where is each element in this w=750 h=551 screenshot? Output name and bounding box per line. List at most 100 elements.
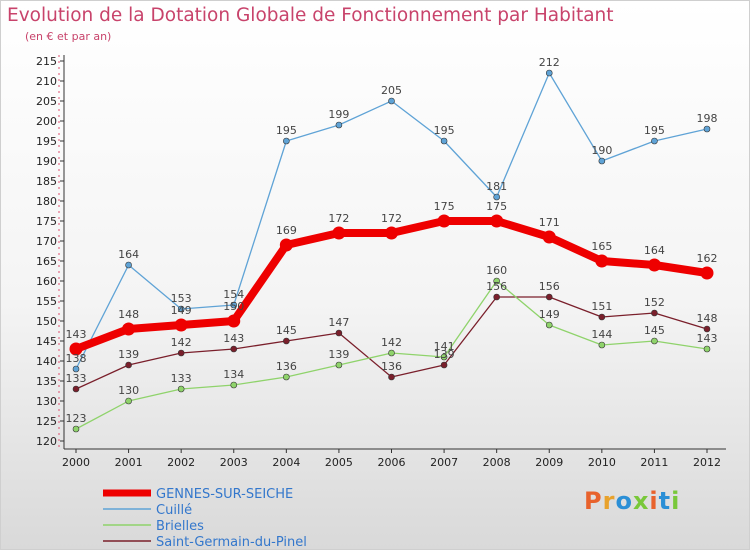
x-tick-label: 2007 xyxy=(430,456,458,469)
y-tick-label: 130 xyxy=(36,395,57,408)
data-label: 169 xyxy=(276,224,297,237)
logo-letter: r xyxy=(602,487,616,515)
data-point xyxy=(335,121,343,129)
data-label: 164 xyxy=(644,244,665,257)
y-tick-label: 200 xyxy=(36,115,57,128)
x-tick-label: 2006 xyxy=(378,456,406,469)
y-tick-label: 140 xyxy=(36,355,57,368)
data-label: 130 xyxy=(118,384,139,397)
data-label: 175 xyxy=(486,200,507,213)
data-label: 165 xyxy=(591,240,612,253)
data-label: 152 xyxy=(644,296,665,309)
y-tick-label: 125 xyxy=(36,415,57,428)
data-label: 162 xyxy=(697,252,718,265)
x-tick-label: 2012 xyxy=(693,456,721,469)
data-point xyxy=(279,238,293,252)
data-point xyxy=(545,293,553,301)
data-label: 205 xyxy=(381,84,402,97)
logo-letter: i xyxy=(649,487,659,515)
series-brielles xyxy=(72,277,711,433)
data-point xyxy=(493,277,500,285)
data-point xyxy=(440,361,448,369)
data-point xyxy=(230,301,238,309)
y-tick-label: 165 xyxy=(36,255,57,268)
y-tick-label: 145 xyxy=(36,335,57,348)
data-label: 198 xyxy=(697,112,718,125)
logo-letter: i xyxy=(671,487,681,515)
data-label: 149 xyxy=(539,308,560,321)
data-label: 139 xyxy=(328,348,349,361)
data-point xyxy=(493,193,500,201)
data-label: 149 xyxy=(171,304,192,317)
data-label: 123 xyxy=(66,412,87,425)
data-point xyxy=(545,69,553,77)
y-tick-label: 175 xyxy=(36,215,57,228)
y-tick-label: 195 xyxy=(36,135,57,148)
data-point xyxy=(595,254,609,268)
y-tick-label: 135 xyxy=(36,375,57,388)
legend-label: GENNES-SUR-SEICHE xyxy=(156,487,293,502)
data-point xyxy=(545,321,553,329)
data-label: 143 xyxy=(66,328,87,341)
data-point xyxy=(385,226,398,240)
data-point xyxy=(125,397,132,405)
data-label: 195 xyxy=(276,124,297,137)
data-point xyxy=(598,341,606,349)
data-label: 138 xyxy=(66,352,87,365)
data-label: 212 xyxy=(539,56,560,69)
data-label: 148 xyxy=(118,308,139,321)
series-line xyxy=(72,217,711,353)
x-tick-label: 2003 xyxy=(220,456,248,469)
data-label: 156 xyxy=(486,280,507,293)
logo-letter: o xyxy=(615,487,633,515)
data-label: 172 xyxy=(381,212,402,225)
logo-letter: P xyxy=(584,487,603,515)
data-point xyxy=(174,318,188,332)
x-tick-label: 2004 xyxy=(272,456,300,469)
data-point xyxy=(437,214,451,228)
data-point xyxy=(227,314,241,328)
data-label: 136 xyxy=(381,360,402,373)
data-point xyxy=(703,325,711,333)
data-point xyxy=(125,361,132,369)
data-label: 143 xyxy=(223,332,244,345)
data-point xyxy=(542,230,556,244)
data-label: 151 xyxy=(591,300,612,313)
data-point xyxy=(332,226,346,240)
data-label: 145 xyxy=(276,324,297,337)
data-label: 154 xyxy=(223,288,244,301)
logo-letter: t xyxy=(658,487,672,515)
x-tick-label: 2001 xyxy=(115,456,143,469)
data-label: 145 xyxy=(644,324,665,337)
x-tick-label: 2010 xyxy=(588,456,616,469)
chart-subtitle: (en € et par an) xyxy=(25,30,112,43)
data-label: 142 xyxy=(381,336,402,349)
data-label: 153 xyxy=(171,292,192,305)
data-point xyxy=(230,381,238,389)
data-point xyxy=(388,373,395,381)
data-point xyxy=(122,322,136,336)
data-point xyxy=(177,349,185,357)
data-label: 143 xyxy=(697,332,718,345)
y-tick-label: 190 xyxy=(36,155,57,168)
data-point xyxy=(177,305,185,313)
x-tick-label: 2009 xyxy=(535,456,563,469)
data-point xyxy=(598,157,606,165)
data-point xyxy=(651,309,658,317)
data-label: 139 xyxy=(118,348,139,361)
data-label: 141 xyxy=(434,340,455,353)
y-tick-label: 185 xyxy=(36,175,57,188)
data-point xyxy=(283,337,290,345)
data-label: 199 xyxy=(328,108,349,121)
series-cuill- xyxy=(72,69,711,373)
data-point xyxy=(440,353,448,361)
data-label: 133 xyxy=(66,372,87,385)
data-label: 190 xyxy=(591,144,612,157)
y-tick-label: 160 xyxy=(36,275,57,288)
data-label: 175 xyxy=(434,200,455,213)
data-point xyxy=(335,361,343,369)
legend-label: Brielles xyxy=(156,519,204,534)
y-tick-label: 155 xyxy=(36,295,57,308)
data-label: 136 xyxy=(276,360,297,373)
